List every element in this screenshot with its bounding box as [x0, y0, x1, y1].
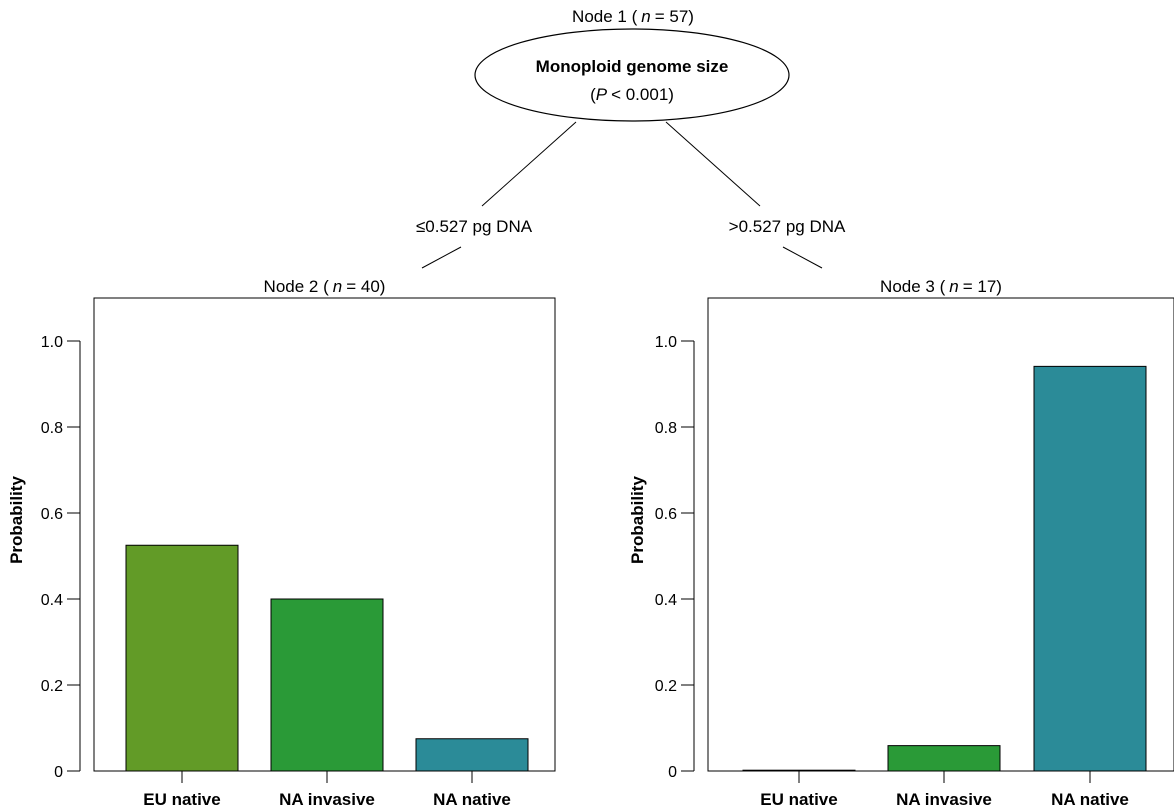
node-3-y-tick-label: 1.0: [655, 334, 677, 351]
node-3-x-tick-label: NA invasive: [896, 790, 992, 809]
p-value-label: (P < 0.001): [590, 85, 674, 104]
right-edge-lower: [782, 246, 823, 269]
node-2-bar-chart: Node 2 (n = 40) 0 0.2 0.4 0.6 0.8 1.0 Probabilit…: [7, 277, 556, 809]
node-3-title-suffix: = 17): [963, 277, 1002, 296]
node-3-bar-na-native: [1033, 365, 1147, 772]
node-2-bar-na-invasive: [270, 598, 384, 772]
node-3-bar-eu-native: [742, 769, 856, 772]
node-3-x-tick-label: NA native: [1051, 790, 1129, 809]
left-edge-lower: [421, 246, 462, 269]
node-3-title-n: n: [949, 277, 958, 296]
node-2-title-suffix: = 40): [346, 277, 385, 296]
node-3-bar-na-invasive: [887, 745, 1001, 772]
node-3-bar-chart: Node 3 (n = 17) 0 0.2 0.4 0.6 0.8 1.0 Probabilit…: [628, 277, 1174, 809]
left-edge-upper: [481, 121, 577, 207]
node-2-bar-eu-native: [125, 544, 239, 772]
node-2-title-n: n: [333, 277, 342, 296]
node-2-title-prefix: Node 2 (: [264, 277, 330, 296]
left-edge-label: ≤0.527 pg DNA: [416, 217, 533, 236]
node-3-y-tick-label: 0.8: [655, 420, 677, 437]
node-3-y-tick-label: 0: [668, 764, 677, 781]
node-3-y-tick-label: 0.2: [655, 678, 677, 695]
node-2-y-axis-label: Probability: [7, 476, 26, 564]
node-2-y-tick-label: 0.2: [41, 678, 63, 695]
node-3-x-tick-label: EU native: [760, 790, 837, 809]
root-node-title: Node 1 (n = 57): [572, 7, 694, 26]
node-2-y-tick-label: 0.4: [41, 592, 63, 609]
node-2-y-tick-label: 0.8: [41, 420, 63, 437]
node-2-x-tick-label: EU native: [143, 790, 220, 809]
node-3-title: Node 3 (n = 17): [880, 277, 1002, 296]
split-variable-label: Monoploid genome size: [536, 57, 729, 76]
right-edge-upper: [665, 121, 761, 207]
root-node-ellipse: [474, 28, 790, 122]
node-3-title-prefix: Node 3 (: [880, 277, 946, 296]
node-2-y-tick-label: 1.0: [41, 334, 63, 351]
node-2-y-tick-label: 0.6: [41, 506, 63, 523]
right-edge-label: >0.527 pg DNA: [729, 217, 846, 236]
node-2-x-tick-label: NA native: [433, 790, 511, 809]
node-3-y-axis-label: Probability: [628, 476, 647, 564]
node-3-y-tick-label: 0.6: [655, 506, 677, 523]
node-2-y-tick-label: 0: [54, 764, 63, 781]
node-2-bar-na-native: [415, 738, 529, 772]
node-3-y-tick-label: 0.4: [655, 592, 677, 609]
node-2-x-tick-label: NA invasive: [279, 790, 375, 809]
node-2-title: Node 2 (n = 40): [264, 277, 386, 296]
